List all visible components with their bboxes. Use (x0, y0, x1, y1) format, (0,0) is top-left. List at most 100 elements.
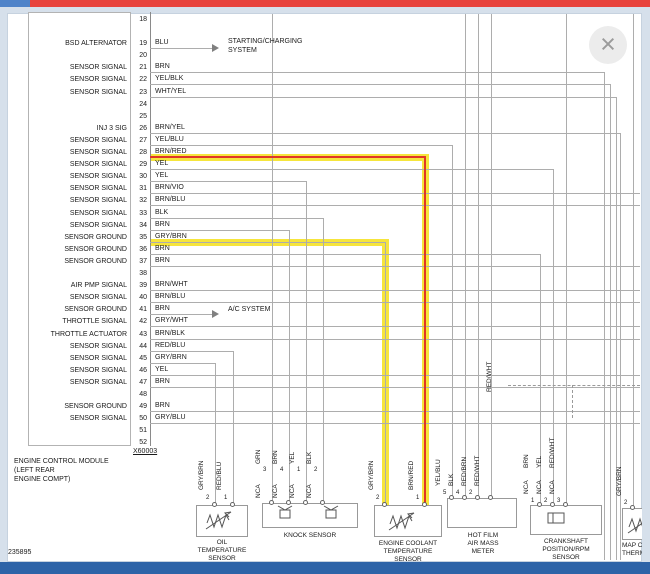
pin-number: 25 (139, 112, 147, 120)
wire-color-label: GRY/BRN (155, 232, 187, 240)
sensor-name: METER (471, 548, 495, 555)
sensor-pin-number: 3 (263, 467, 267, 473)
wire-segment (323, 217, 324, 503)
right-frame-strip (642, 13, 650, 562)
top-accent-bar (0, 0, 650, 7)
pin-number: 50 (139, 415, 147, 423)
pin-signal-label: AIR PMP SIGNAL (70, 282, 127, 290)
pin-signal-label: BSD ALTERNATOR (65, 40, 127, 48)
pin-number: 44 (139, 342, 147, 350)
sensor-wire-color-label: YEL/BLU (435, 459, 442, 486)
module-name-line: (LEFT REAR (14, 467, 55, 474)
sensor-pin-number: 2 (206, 495, 210, 501)
wire-color-label: BLU (155, 39, 169, 47)
terminal-icon (286, 500, 291, 505)
shield-dashed-line (572, 385, 573, 418)
wire-segment (150, 386, 640, 388)
close-button[interactable]: × (589, 26, 627, 64)
wire-segment (150, 241, 385, 243)
pin-number: 51 (139, 427, 147, 435)
pin-signal-label: SENSOR SIGNAL (69, 149, 127, 156)
sensor-wire-color-label: RED/BRN (461, 456, 468, 486)
wire-color-label: BRN/YEL (155, 123, 185, 131)
wire-segment (306, 181, 307, 503)
wire-color-label: BLK (155, 208, 169, 216)
pin-signal-label: SENSOR SIGNAL (69, 378, 127, 386)
external-system-label: SYSTEM (228, 47, 257, 55)
sensor-name: SENSOR (208, 555, 236, 562)
sensor-wire-color-label: YEL (289, 451, 296, 464)
wire-segment (150, 181, 306, 183)
pin-number: 48 (139, 391, 147, 398)
sensor-pin-number: 1 (531, 498, 535, 504)
pin-signal-label: SENSOR GROUND (64, 245, 127, 253)
sensor-pin-number: 5 (443, 490, 447, 496)
terminal-icon (449, 495, 454, 500)
pin-signal-label: SENSOR SIGNAL (69, 185, 127, 193)
pin-number: 28 (139, 149, 147, 156)
pin-signal-label: SENSOR SIGNAL (69, 294, 127, 302)
pin-signal-label: SENSOR SIGNAL (69, 342, 127, 350)
pin-signal-label: SENSOR SIGNAL (69, 354, 127, 362)
wire-segment (150, 290, 640, 292)
wire-segment (610, 84, 611, 560)
sensor-box (374, 505, 442, 537)
pin-signal-label: SENSOR SIGNAL (69, 88, 127, 96)
wire-segment (150, 132, 620, 134)
pin-number: 47 (139, 378, 147, 386)
sensor-pin-number: 2 (544, 498, 548, 504)
pin-number: 29 (139, 161, 147, 169)
sensor-name: AIR MASS (467, 540, 499, 547)
pin-signal-label: SENSOR SIGNAL (69, 161, 127, 169)
terminal-icon (269, 500, 274, 505)
ecm-connector-box (28, 12, 131, 446)
wire-segment (604, 72, 605, 560)
wire-color-label: BRN (155, 305, 170, 313)
terminal-icon (630, 505, 635, 510)
pin-signal-label: INJ 3 SIG (96, 124, 127, 132)
sensor-pin-number: 1 (416, 495, 420, 501)
pin-number: 26 (139, 124, 147, 132)
sensor-pin-number: 1 (297, 467, 301, 473)
sensor-wire-color-label: BRN (523, 454, 530, 468)
sensor-name: HOT FILM (467, 532, 499, 539)
wire-segment (150, 253, 540, 255)
wire-segment (150, 265, 640, 267)
pin-signal-label: SENSOR SIGNAL (69, 173, 127, 181)
external-system-label: A/C SYSTEM (228, 306, 271, 314)
wire-color-note: RED/WHT (486, 361, 493, 392)
pin-number: 33 (139, 209, 147, 217)
sensor-wire-color-label: BLK (448, 473, 455, 486)
sensor-pin-number: 2 (376, 495, 380, 501)
pin-number: 27 (139, 136, 147, 144)
pin-signal-label: SENSOR SIGNAL (69, 221, 127, 229)
sensor-box (447, 498, 517, 528)
nca-label: NCA (536, 480, 543, 494)
nca-label: NCA (523, 480, 530, 494)
wire-color-label: BRN (155, 256, 170, 264)
pin-number: 43 (139, 330, 147, 338)
pin-signal-label: THROTTLE SIGNAL (62, 318, 127, 326)
wire-segment (150, 374, 640, 376)
wire-color-label: YEL/BLU (155, 135, 184, 143)
pin-number: 38 (139, 270, 147, 277)
sensor-name: SENSOR (394, 556, 422, 563)
pin-number: 18 (139, 16, 147, 23)
sensor-wire-color-label: YEL (536, 455, 543, 468)
wire-segment (150, 423, 640, 425)
sensor-wire-color-label: RED/WHT (474, 455, 481, 486)
pin-signal-label: SENSOR SIGNAL (69, 197, 127, 205)
wire-segment (566, 14, 567, 505)
wire-segment (616, 96, 617, 560)
sensor-name: MAP CO (622, 542, 648, 549)
pin-signal-label: SENSOR SIGNAL (69, 209, 127, 217)
shield-dashed-line (508, 385, 640, 386)
sensor-box (262, 503, 358, 528)
pin-number: 46 (139, 366, 147, 374)
nca-label: NCA (289, 484, 296, 498)
pin-number: 23 (139, 88, 147, 96)
terminal-icon (563, 502, 568, 507)
wire-color-label: BRN/VIO (155, 184, 184, 192)
connector-id: X60003 (133, 448, 158, 455)
sensor-box (530, 505, 602, 535)
